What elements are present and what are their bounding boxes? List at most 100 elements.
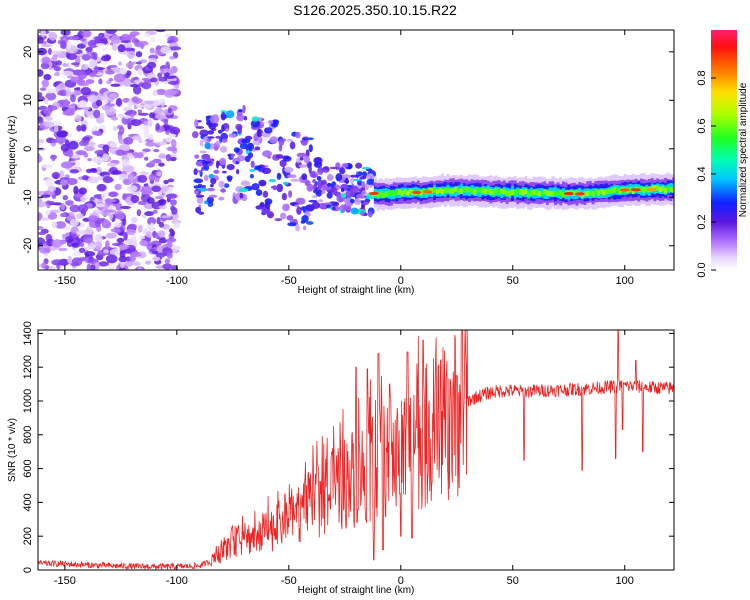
heatmap-cell-1081: [303, 155, 310, 164]
heatmap-cell-803: [86, 263, 92, 270]
heatmap-cell-1180: [215, 160, 220, 169]
heatmap-cell-1779: [511, 189, 514, 196]
heatmap-cell-1819: [618, 188, 622, 194]
heatmap-cell-778: [95, 99, 103, 107]
heatmap-cell-317: [38, 69, 44, 77]
heatmap-cell-1275: [343, 205, 347, 211]
colorbar-tick-2: 0.4: [696, 166, 708, 181]
heatmap-cell-661: [78, 140, 90, 147]
heatmap-cell-1810: [594, 189, 598, 195]
heatmap-cell-391: [90, 51, 96, 60]
snr-y-tick-4: 800: [22, 426, 34, 444]
heatmap-cell-1815: [607, 188, 611, 194]
heatmap-y-tick-4: 20: [22, 46, 34, 58]
heatmap-cell-227: [105, 232, 117, 239]
heatmap-cell-1189: [228, 133, 237, 138]
heatmap-cell-1818: [615, 187, 619, 193]
heatmap-cell-646: [77, 204, 89, 213]
heatmap-cell-245: [54, 221, 67, 229]
heatmap-cell-762: [41, 56, 51, 64]
heatmap-cell-685: [43, 73, 52, 81]
heatmap-cell-1835: [661, 186, 665, 192]
heatmap-cell-624: [70, 94, 76, 103]
heatmap-cell-865: [111, 170, 122, 175]
heatmap-cell-820: [79, 100, 88, 108]
heatmap-cell-735: [166, 252, 173, 259]
heatmap-cell-1838: [669, 186, 673, 193]
heatmap-cell-55: [142, 148, 151, 153]
heatmap-cell-279: [96, 183, 107, 192]
heatmap-cell-1077: [199, 150, 207, 154]
heatmap-cell-747: [139, 171, 149, 176]
heatmap-cell-822: [45, 210, 51, 216]
heatmap-cell-1130: [238, 188, 249, 193]
heatmap-cell-519: [109, 248, 120, 256]
heatmap-cell-1008: [193, 178, 204, 184]
heatmap-cell-1798: [562, 192, 565, 198]
heatmap-cell-375: [155, 195, 164, 200]
heatmap-cell-1096: [193, 168, 198, 176]
heatmap-cell-1169: [268, 120, 274, 125]
heatmap-cell-1240: [245, 144, 249, 151]
heatmap-cell-1235: [239, 192, 244, 199]
heatmap-cell-751: [66, 178, 78, 185]
heatmap-cell-712: [87, 215, 99, 223]
heatmap-y-label: Frequency (Hz): [7, 116, 18, 185]
heatmap-cell-869: [38, 153, 41, 163]
chart-title: S126.2025.350.10.15.R22: [293, 2, 457, 18]
heatmap-cell-617: [86, 225, 93, 235]
heatmap-cell-701: [69, 104, 76, 110]
heatmap-cell-1059: [280, 212, 287, 220]
heatmap-cell-1777: [505, 190, 509, 196]
heatmap-cell-889: [158, 198, 167, 206]
heatmap-cell-719: [108, 141, 117, 148]
heatmap-cell-1769: [484, 188, 487, 195]
heatmap-x-label: Height of straight line (km): [298, 285, 415, 296]
heatmap-cell-991: [259, 122, 265, 125]
heatmap-cell-1117: [286, 174, 297, 178]
heatmap-cell-308: [53, 65, 61, 72]
heatmap-cell-373: [140, 186, 153, 194]
heatmap-cell-482: [160, 186, 169, 193]
heatmap-cell-787: [60, 161, 73, 169]
heatmap-cell-1751: [435, 189, 439, 195]
heatmap-cell-286: [69, 204, 81, 213]
heatmap-cell-885: [67, 148, 74, 158]
heatmap-cell-879: [156, 171, 162, 177]
heatmap-cell-811: [59, 177, 70, 181]
heatmap-cell-1005: [218, 180, 225, 188]
heatmap-cell-877: [116, 213, 125, 220]
heatmap-cell-1141: [287, 222, 297, 227]
heatmap-cell-1173: [269, 136, 279, 144]
heatmap-cell-771: [101, 55, 111, 62]
heatmap-cell-1789: [537, 190, 541, 196]
heatmap-cell-584: [143, 120, 149, 127]
heatmap-cell-1146: [225, 110, 235, 119]
heatmap-cell-817: [166, 146, 178, 152]
heatmap-cell-694: [110, 116, 118, 121]
heatmap-cell-47: [47, 48, 53, 55]
heatmap-cell-549: [158, 205, 167, 210]
heatmap-cell-201: [104, 69, 116, 75]
heatmap-cell-660: [38, 107, 44, 111]
heatmap-cell-1264: [361, 204, 365, 210]
snr-x-tick-5: 100: [616, 575, 634, 587]
heatmap-cell-663: [163, 119, 169, 126]
heatmap-cell-783: [41, 44, 52, 48]
heatmap-cell-370: [94, 241, 103, 250]
heatmap-cell-525: [156, 217, 161, 225]
heatmap-cell-1148: [204, 161, 208, 166]
heatmap-cell-728: [106, 162, 118, 167]
heatmap-cell-258: [51, 259, 63, 266]
heatmap-cell-1740: [406, 190, 410, 196]
heatmap-cell-315: [52, 202, 63, 206]
heatmap-cell-465: [143, 33, 150, 38]
heatmap-cell-1137: [201, 153, 211, 160]
heatmap-cell-1839: [672, 187, 674, 193]
heatmap-cell-866: [89, 72, 96, 77]
heatmap-cell-1837: [666, 186, 670, 192]
heatmap-cell-886: [157, 245, 162, 254]
heatmap-cell-823: [108, 191, 118, 197]
heatmap-cell-1243: [208, 173, 214, 179]
heatmap-cell-856: [104, 198, 112, 204]
